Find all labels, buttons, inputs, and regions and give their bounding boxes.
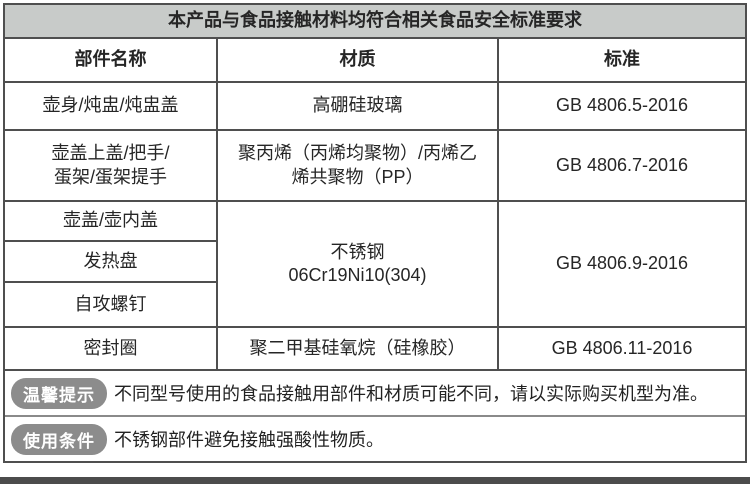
- cell-standard-silicone: GB 4806.11-2016: [496, 326, 748, 371]
- table-title: 本产品与食品接触材料均符合相关食品安全标准要求: [2, 3, 748, 39]
- part-line: 壶盖上盖/把手/: [51, 143, 170, 164]
- tips-badge: 温馨提示: [11, 377, 107, 409]
- table-row: 密封圈 聚二甲基硅氧烷（硅橡胶） GB 4806.11-2016: [3, 326, 748, 371]
- cell-part-screw: 自攻螺钉: [3, 281, 218, 328]
- cell-standard-glass: GB 4806.5-2016: [496, 81, 748, 131]
- col-header-standard: 标准: [496, 37, 748, 83]
- cell-material-pp: 聚丙烯（丙烯均聚物）/丙烯乙 烯共聚物（PP）: [216, 129, 499, 202]
- compliance-table-sheet: 本产品与食品接触材料均符合相关食品安全标准要求 部件名称 材质 标准 壶身/炖盅…: [2, 3, 748, 463]
- table-row: 壶身/炖盅/炖盅盖 高硼硅玻璃 GB 4806.5-2016: [3, 81, 748, 131]
- note-row-usage: 使用条件 不锈钢部件避免接触强酸性物质。: [5, 415, 745, 461]
- table-row: 自攻螺钉: [3, 281, 746, 328]
- bottom-divider-bar: [0, 477, 750, 484]
- cell-part-heating-plate: 发热盘: [3, 240, 218, 283]
- note-row-tips: 温馨提示 不同型号使用的食品接触用部件和材质可能不同，请以实际购买机型为准。: [5, 371, 745, 415]
- usage-text: 不锈钢部件避免接触强酸性物质。: [114, 430, 384, 450]
- col-header-part-name: 部件名称: [3, 37, 218, 83]
- usage-badge: 使用条件: [11, 423, 107, 455]
- table-row: 壶盖上盖/把手/ 蛋架/蛋架提手 聚丙烯（丙烯均聚物）/丙烯乙 烯共聚物（PP）…: [3, 129, 748, 202]
- table-row: 壶盖/壶内盖 不锈钢 06Cr19Ni10(304) GB 4806.9-201…: [3, 200, 748, 328]
- material-line: 聚丙烯（丙烯均聚物）/丙烯乙: [238, 143, 477, 164]
- cell-material-glass: 高硼硅玻璃: [216, 81, 499, 131]
- cell-standard-pp: GB 4806.7-2016: [496, 129, 748, 202]
- material-line: 烯共聚物（PP）: [291, 166, 424, 187]
- cell-part-lid-handle: 壶盖上盖/把手/ 蛋架/蛋架提手: [3, 129, 218, 202]
- cell-part-inner-lid: 壶盖/壶内盖: [3, 200, 218, 242]
- cell-material-steel: 不锈钢 06Cr19Ni10(304): [216, 200, 499, 328]
- notes-section: 温馨提示 不同型号使用的食品接触用部件和材质可能不同，请以实际购买机型为准。 使…: [3, 371, 747, 463]
- cell-standard-steel: GB 4806.9-2016: [496, 200, 748, 328]
- cell-material-silicone: 聚二甲基硅氧烷（硅橡胶）: [216, 326, 499, 371]
- cell-part-body: 壶身/炖盅/炖盅盖: [3, 81, 218, 131]
- material-line: 不锈钢: [330, 241, 385, 262]
- table-row: 发热盘: [3, 240, 746, 283]
- col-header-material: 材质: [216, 37, 499, 83]
- material-line: 06Cr19Ni10(304): [288, 265, 427, 285]
- part-line: 蛋架/蛋架提手: [53, 166, 167, 187]
- cell-part-seal-ring: 密封圈: [3, 326, 218, 371]
- compliance-table: 本产品与食品接触材料均符合相关食品安全标准要求 部件名称 材质 标准 壶身/炖盅…: [2, 3, 748, 371]
- tips-text: 不同型号使用的食品接触用部件和材质可能不同，请以实际购买机型为准。: [114, 384, 708, 404]
